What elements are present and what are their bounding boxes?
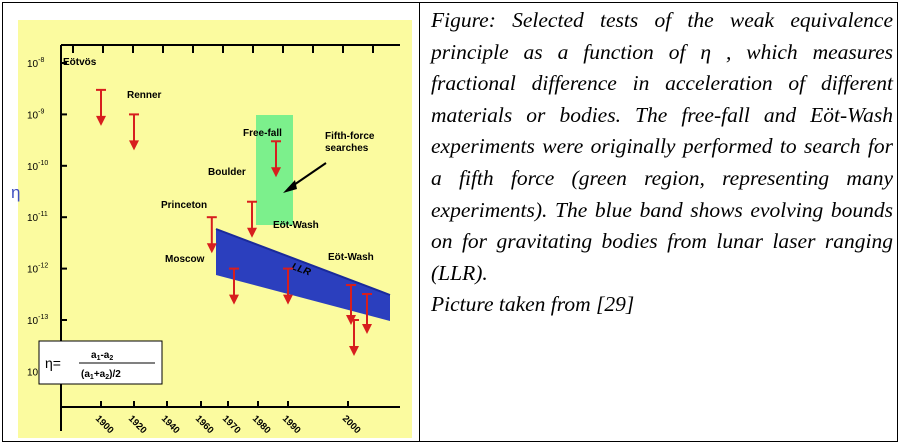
caption-text: Figure: Selected tests of the weak equiv… bbox=[431, 8, 893, 285]
data-label: Moscow bbox=[165, 254, 205, 265]
data-label: Princeton bbox=[161, 200, 207, 211]
data-label: Eöt-Wash bbox=[273, 220, 319, 231]
upper-bound-arrowhead bbox=[283, 294, 293, 305]
data-label: Boulder bbox=[208, 167, 246, 178]
data-label: Eöt-Wash bbox=[328, 252, 374, 263]
upper-bound-arrowhead bbox=[247, 227, 257, 238]
cell-divider bbox=[419, 3, 420, 441]
upper-bound-arrowhead bbox=[349, 346, 359, 356]
upper-bound-arrowhead bbox=[229, 294, 239, 305]
upper-bound-arrowhead bbox=[362, 324, 372, 334]
fifth-force-label-line1: Fifth-force bbox=[325, 131, 375, 142]
formula-denominator: (a1+a2)/2 bbox=[81, 369, 121, 381]
data-label: Eötvös bbox=[63, 57, 97, 68]
upper-bound-arrowhead bbox=[346, 315, 356, 325]
data-points: Eötvös Renner Free-fall Boulder Princeton Eöt… bbox=[63, 57, 374, 356]
caption-credit: Picture taken from [29] bbox=[431, 292, 635, 317]
data-label: Free-fall bbox=[243, 128, 282, 139]
caption-cell: Figure: Selected tests of the weak equiv… bbox=[431, 5, 893, 321]
y-axis-label: η bbox=[11, 183, 20, 202]
upper-bound-arrowhead bbox=[271, 167, 281, 178]
upper-bound-arrowhead bbox=[206, 243, 217, 254]
upper-bound-arrowhead bbox=[96, 115, 106, 126]
llr-band bbox=[216, 229, 390, 321]
data-label: Renner bbox=[127, 90, 162, 101]
formula-lhs: η= bbox=[45, 355, 61, 371]
fifth-force-pointer-head bbox=[283, 180, 297, 193]
fifth-force-label-line2: searches bbox=[325, 143, 369, 154]
upper-bound-arrowhead bbox=[129, 140, 139, 151]
llr-band-edge bbox=[215, 228, 391, 296]
